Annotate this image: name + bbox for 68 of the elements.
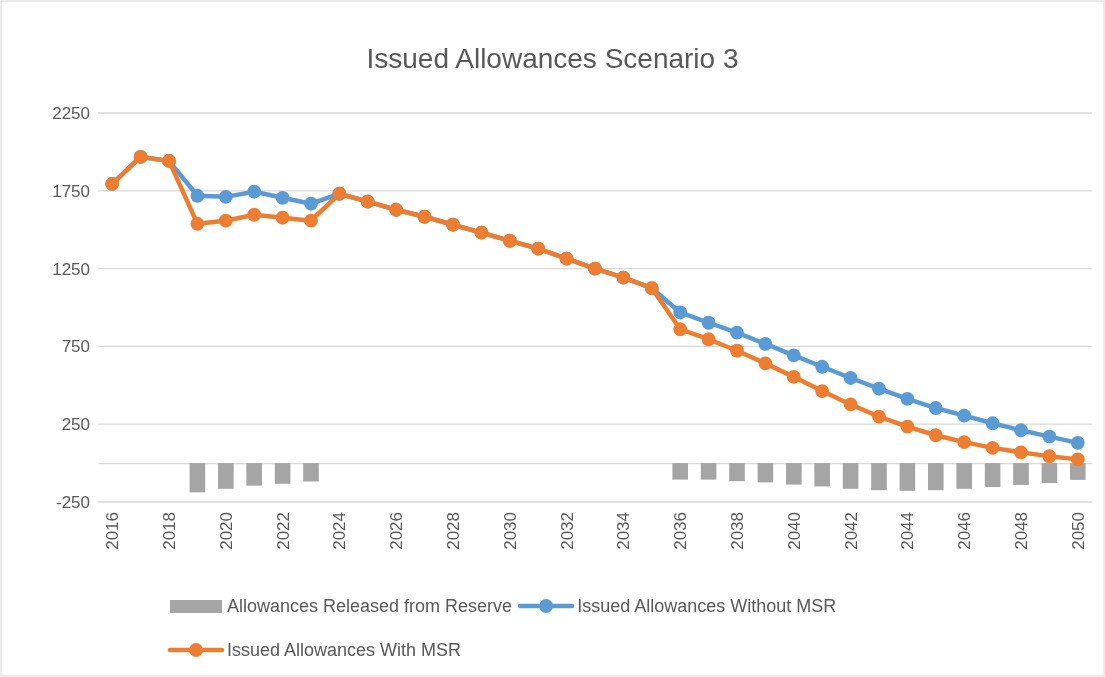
- x-tick-label: 2018: [159, 512, 179, 550]
- legend-label: Allowances Released from Reserve: [227, 596, 513, 617]
- point: [900, 419, 915, 434]
- x-tick-label: 2030: [500, 512, 520, 550]
- x-tick-label: 2048: [1011, 512, 1031, 550]
- point: [786, 348, 801, 363]
- point: [190, 188, 205, 203]
- x-tick-label: 2040: [784, 512, 804, 550]
- point: [786, 370, 801, 384]
- chart-title: Issued Allowances Scenario 3: [366, 43, 739, 74]
- point: [1042, 449, 1057, 464]
- y-tick-label: 750: [61, 337, 90, 357]
- point: [758, 356, 773, 371]
- point: [275, 190, 290, 205]
- point: [758, 337, 773, 351]
- y-tick-label: 1250: [52, 259, 90, 279]
- point: [815, 359, 830, 374]
- x-tick-label: 2046: [955, 512, 975, 550]
- point: [673, 305, 688, 320]
- y-tick-label: 2250: [52, 103, 90, 123]
- x-tick-label: 2016: [103, 512, 123, 550]
- point: [1014, 445, 1028, 460]
- point: [247, 184, 262, 199]
- point: [730, 325, 744, 340]
- point: [872, 409, 886, 424]
- point: [218, 189, 233, 204]
- x-tick-label: 2020: [216, 512, 236, 550]
- x-tick-label: 2036: [671, 512, 691, 550]
- point: [247, 207, 262, 222]
- point: [1070, 435, 1085, 450]
- point: [985, 416, 1000, 431]
- y-tick-label: 250: [61, 415, 90, 435]
- point: [730, 343, 744, 358]
- x-tick-label: 2026: [387, 512, 407, 550]
- x-tick-label: 2024: [330, 512, 350, 550]
- point: [843, 371, 858, 385]
- point: [1014, 423, 1028, 438]
- point: [928, 428, 943, 443]
- y-tick-label: 1750: [52, 181, 90, 201]
- point: [218, 213, 233, 228]
- x-tick-label: 2028: [443, 512, 463, 550]
- x-tick-label: 2022: [273, 512, 293, 550]
- point: [985, 440, 1000, 455]
- point: [190, 216, 205, 231]
- point: [304, 213, 318, 228]
- point: [957, 435, 972, 449]
- x-tick-label: 2034: [614, 512, 634, 550]
- point: [673, 322, 688, 337]
- y-tick-label: -250: [55, 492, 90, 512]
- point: [701, 332, 716, 347]
- x-tick-label: 2038: [727, 512, 747, 550]
- x-tick-label: 2050: [1068, 512, 1088, 550]
- point: [843, 397, 858, 412]
- legend-label: Issued Allowances Without MSR: [577, 596, 837, 617]
- point: [1042, 429, 1057, 444]
- point: [928, 401, 943, 415]
- point: [900, 391, 915, 406]
- x-tick-label: 2042: [841, 512, 861, 550]
- point: [701, 315, 716, 330]
- x-tick-label: 2044: [898, 512, 918, 550]
- point: [872, 381, 886, 396]
- point: [1070, 452, 1085, 467]
- point: [815, 384, 830, 398]
- point: [275, 210, 290, 225]
- x-tick-label: 2032: [557, 512, 577, 550]
- point: [957, 408, 972, 423]
- point: [304, 196, 318, 211]
- legend-label: Issued Allowances With MSR: [227, 640, 462, 661]
